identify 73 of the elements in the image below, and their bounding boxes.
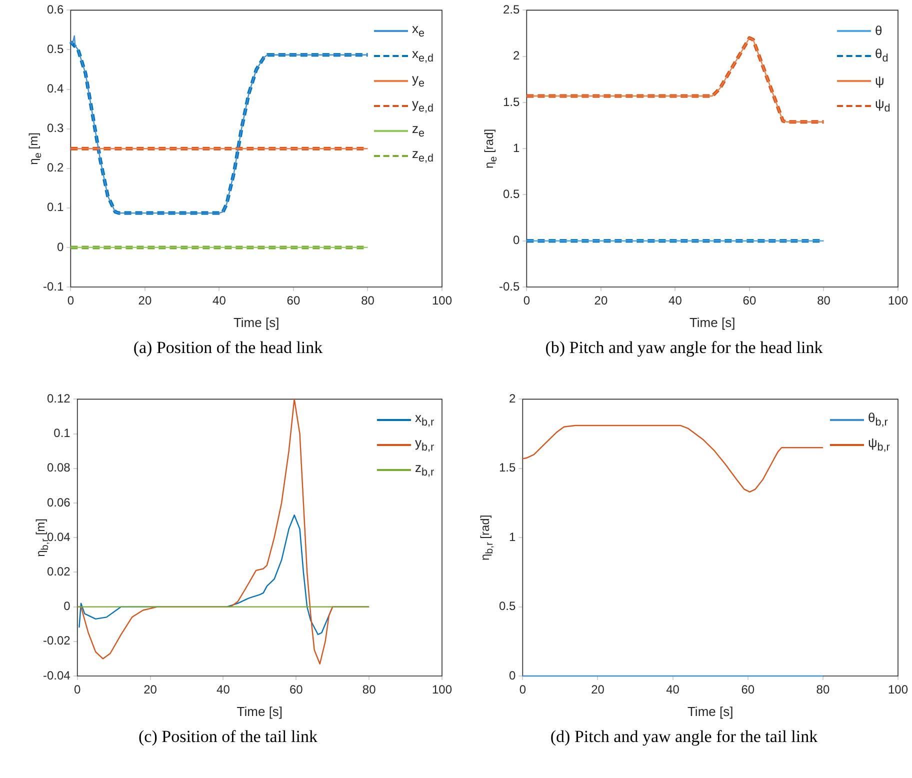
y-tick-label: 0 — [508, 668, 516, 682]
y-tick-label: -0.02 — [42, 634, 71, 648]
y-tick-label: 0.5 — [46, 42, 64, 56]
y-tick-label: 0.5 — [502, 187, 520, 202]
y-tick-label: 0.2 — [46, 160, 64, 175]
x-tick-label: 60 — [741, 682, 755, 697]
legend-label: ψ — [875, 73, 884, 88]
y-tick-label: 1 — [512, 140, 520, 155]
x-tick-label: 40 — [666, 682, 680, 697]
y-tick-label: 0.1 — [46, 200, 64, 214]
legend-label: θ$_{b,r}$ — [868, 410, 888, 429]
y-tick-label: 0 — [512, 233, 520, 248]
y-tick-label: 1 — [508, 530, 516, 544]
x-tick-label: 60 — [286, 294, 300, 308]
x-tick-label: 80 — [362, 682, 376, 697]
x-tick-label: 100 — [888, 682, 908, 697]
legend-label: z$_{e,d}$ — [412, 146, 434, 165]
x-tick-label: 60 — [289, 682, 304, 697]
text: (d) Pitch and yaw angle for the tail link — [549, 727, 819, 747]
legend-label: ψ$_{d}$ — [875, 96, 890, 115]
y-tick-label: -0.04 — [42, 668, 71, 682]
x-tick-label: 80 — [361, 294, 375, 308]
legend-label: x$_{b,r}$ — [415, 410, 434, 429]
y-tick-label: 0.06 — [46, 495, 71, 510]
y-tick-label: 0.1 — [54, 426, 71, 440]
legend-label: y$_{e,d}$ — [412, 96, 434, 115]
x-tick-label: 80 — [817, 294, 831, 308]
y-tick-label: 1.5 — [498, 460, 516, 475]
y-tick-label: -0.5 — [498, 279, 520, 294]
x-tick-label: 20 — [591, 682, 605, 697]
y-tick-label: 2 — [512, 48, 520, 63]
legend-label: θ$_{d}$ — [875, 46, 888, 65]
legend-label: y$_{e}$ — [412, 71, 425, 90]
text: (a) Position of the head link — [132, 338, 324, 358]
y-tick-label: 0 — [64, 599, 71, 614]
legend-label: z$_{b,r}$ — [415, 460, 434, 479]
y-tick-label: 0.6 — [46, 2, 64, 17]
text: (c) Position of the tail link — [138, 727, 318, 747]
x-tick-label: 80 — [816, 682, 830, 697]
y-tick-label: 2 — [508, 392, 516, 406]
x-tick-label: 40 — [668, 294, 682, 308]
x-tick-label: 60 — [742, 294, 756, 308]
legend-label: ψ$_{b,r}$ — [868, 435, 890, 454]
y-tick-label: -0.1 — [42, 279, 64, 294]
legend-label: x$_{e,d}$ — [412, 46, 434, 65]
x-tick-label: 0 — [523, 294, 530, 308]
y-tick-label: 0.02 — [46, 564, 71, 579]
y-tick-label: 0 — [56, 240, 64, 254]
y-tick-label: 0.3 — [46, 121, 64, 136]
y-tick-label: 0.12 — [46, 392, 71, 406]
x-axis-title: Time [s] — [687, 704, 734, 719]
x-tick-label: 40 — [216, 682, 230, 697]
x-tick-label: 0 — [74, 682, 82, 697]
text: (b) Pitch and yaw angle for the head link — [544, 338, 824, 358]
x-axis-title: Time [s] — [236, 704, 283, 719]
legend-label: y$_{b,r}$ — [415, 435, 434, 454]
x-axis-title: Time [s] — [233, 314, 280, 330]
legend-label: x$_{e}$ — [412, 21, 425, 40]
y-tick-label: 0.4 — [46, 82, 64, 96]
x-axis-title: Time [s] — [689, 314, 736, 330]
y-tick-label: 0.08 — [46, 460, 71, 475]
legend-label: θ — [875, 23, 882, 38]
x-tick-label: 40 — [212, 294, 226, 308]
y-tick-label: 1.5 — [502, 94, 520, 109]
y-tick-label: 0.5 — [498, 599, 516, 614]
x-tick-label: 100 — [888, 294, 908, 308]
x-tick-label: 100 — [432, 294, 452, 308]
x-tick-label: 20 — [144, 682, 158, 697]
y-tick-label: 2.5 — [502, 2, 520, 17]
x-tick-label: 20 — [138, 294, 152, 308]
x-tick-label: 20 — [594, 294, 608, 308]
x-tick-label: 100 — [432, 682, 452, 697]
legend-label: z$_{e}$ — [412, 121, 425, 140]
